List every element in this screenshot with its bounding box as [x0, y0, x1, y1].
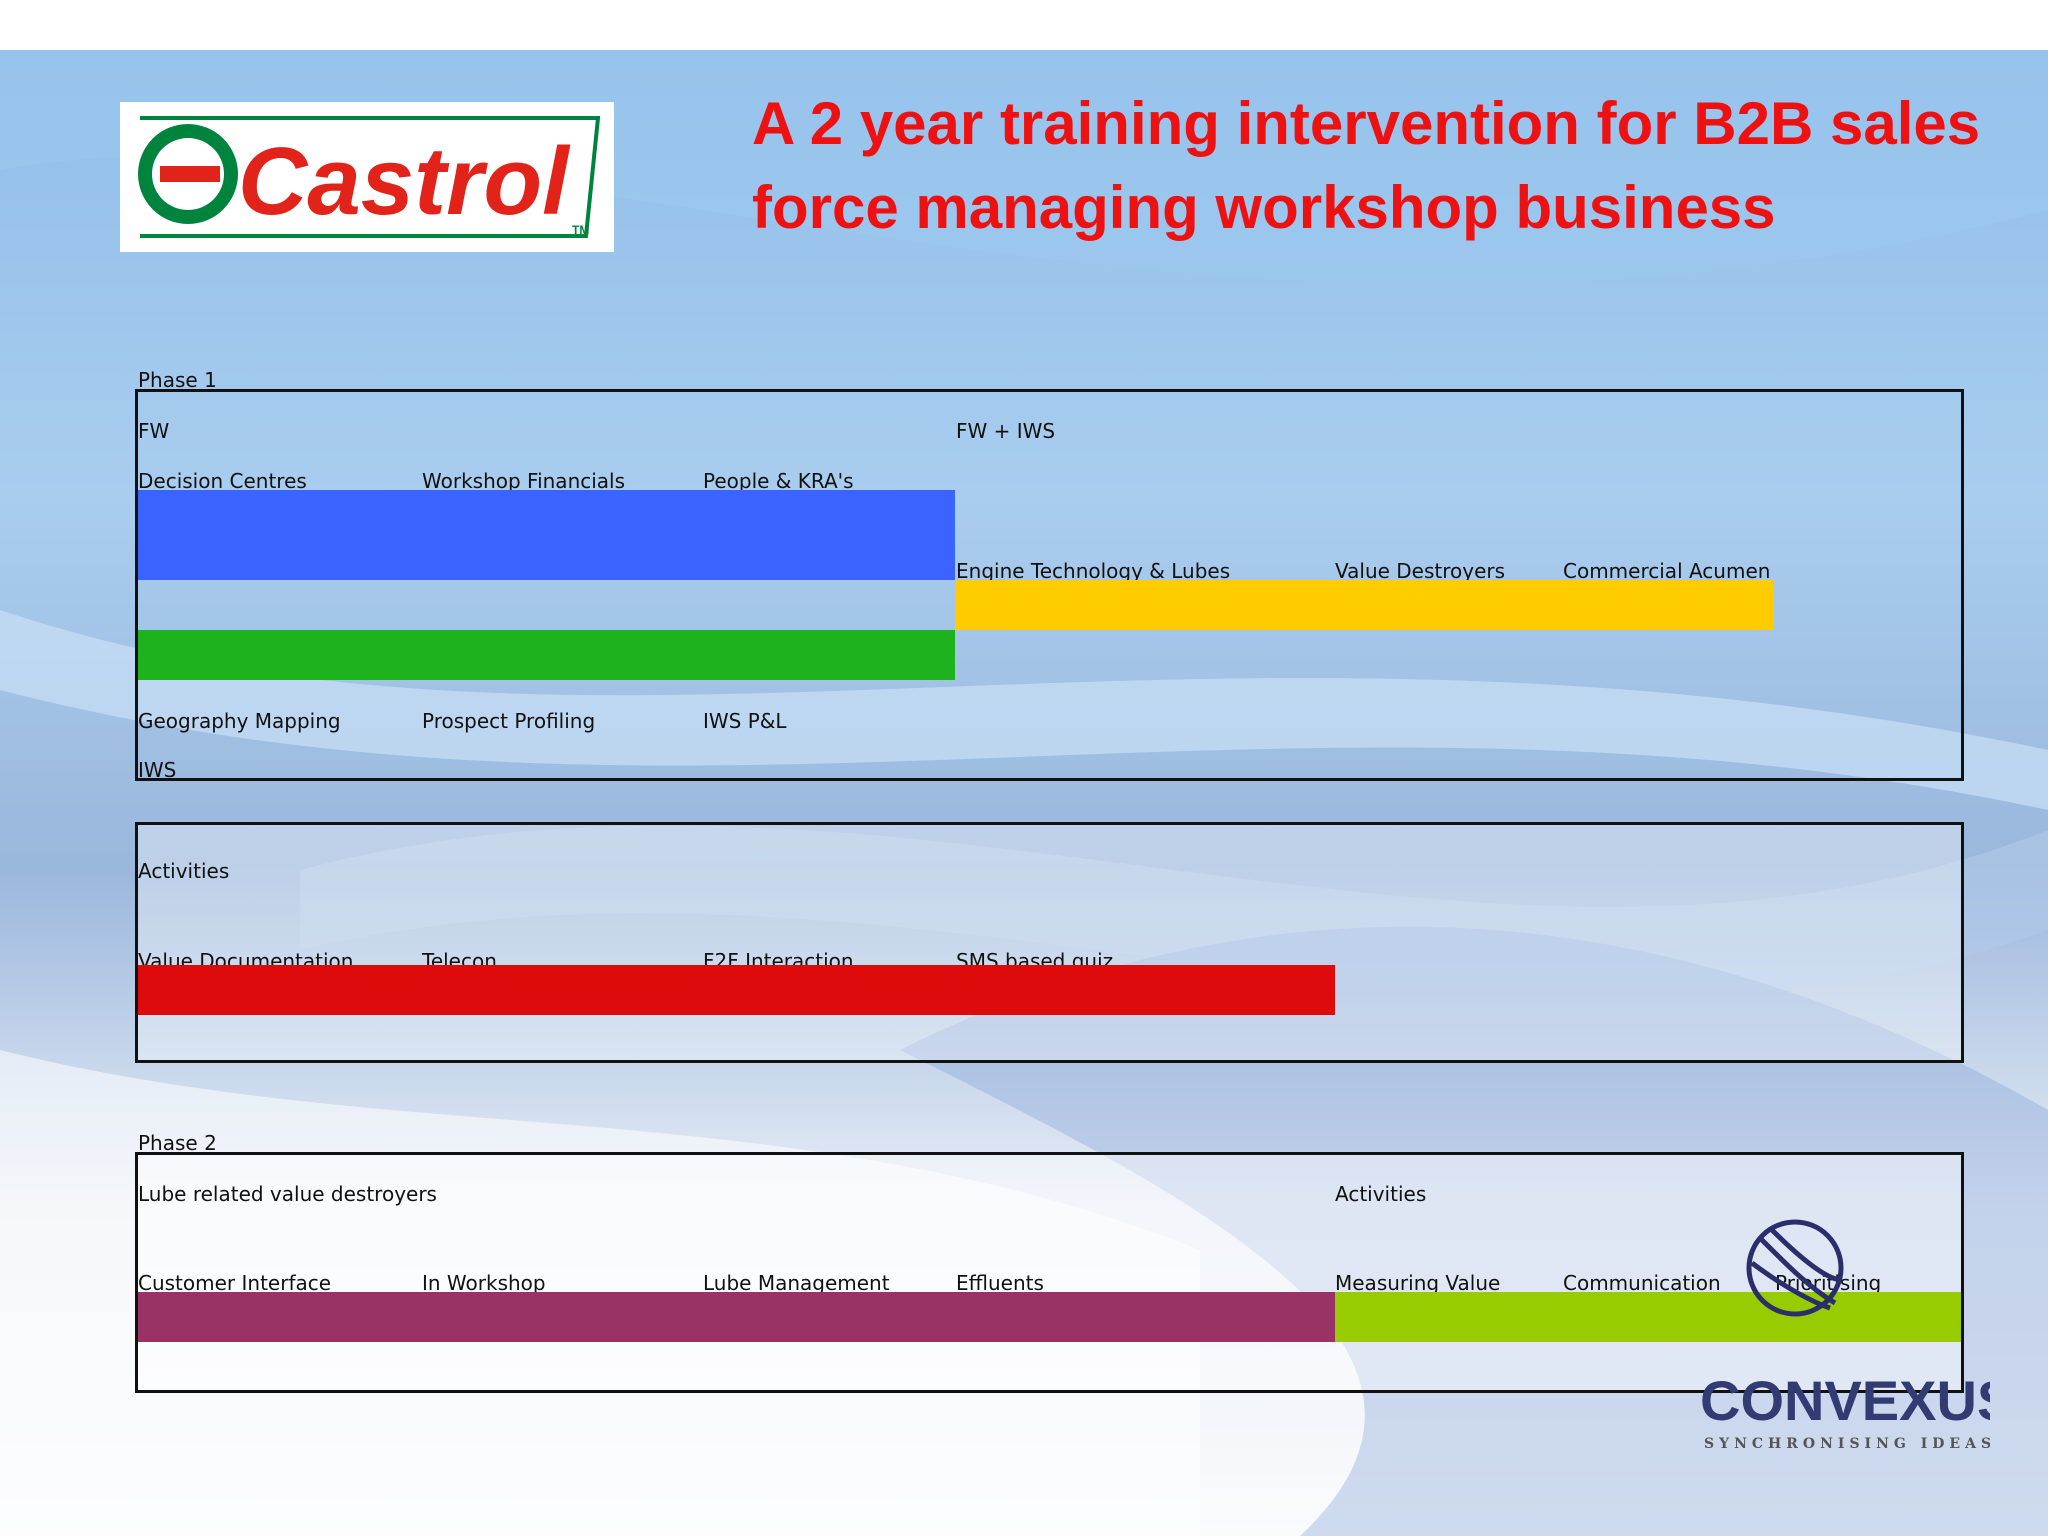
convexus-logo: CONVEXUS SYNCHRONISING IDEAS — [1700, 1219, 1990, 1452]
activities1-bar — [138, 965, 1335, 1015]
phase2-activities-label: Activities — [1335, 1182, 1427, 1206]
fwiws-topic-engine-technology: Engine Technology & Lubes — [956, 559, 1231, 583]
phase2-heading: Phase 2 — [138, 1131, 217, 1155]
lube-topic-in-workshop: In Workshop — [422, 1271, 546, 1295]
fw-topic-decision-centres: Decision Centres — [138, 469, 307, 493]
castrol-logo: Castrol TM — [120, 102, 614, 252]
iws-bar — [138, 630, 955, 680]
phase1-heading: Phase 1 — [138, 368, 217, 392]
iws-topic-prospect-profiling: Prospect Profiling — [422, 709, 596, 733]
phase1-iws-label: IWS — [138, 758, 177, 782]
phase2-activity-communication: Communication — [1563, 1271, 1721, 1295]
logo-tm: TM — [572, 223, 589, 237]
fw-bar — [138, 490, 955, 580]
globe-icon — [1746, 1219, 1844, 1317]
activities1-frame: Activities Value Documentation Telecon F… — [135, 822, 1964, 1063]
phase2-lube-label: Lube related value destroyers — [138, 1182, 437, 1206]
fw-topic-people-kras: People & KRA's — [703, 469, 854, 493]
lube-topic-lube-management: Lube Management — [703, 1271, 890, 1295]
fwiws-topic-commercial-acumen: Commercial Acumen — [1563, 559, 1771, 583]
lube-topic-customer-interface: Customer Interface — [138, 1271, 332, 1295]
convexus-name: CONVEXUS — [1700, 1369, 1990, 1432]
phase2-activities-bar — [1335, 1292, 1961, 1342]
phase1-fw-label: FW — [138, 419, 170, 443]
phase1-fw-iws-label: FW + IWS — [956, 419, 1056, 443]
convexus-tagline: SYNCHRONISING IDEAS — [1704, 1436, 1990, 1452]
lube-bar — [138, 1292, 1335, 1342]
page-title: A 2 year training intervention for B2B s… — [752, 90, 1981, 241]
lube-topic-effluents: Effluents — [956, 1271, 1044, 1295]
fw-topic-workshop-financials: Workshop Financials — [422, 469, 626, 493]
slide: Castrol TM A 2 year training interventio… — [0, 50, 2048, 1536]
phase2-activity-measuring-value: Measuring Value — [1335, 1271, 1501, 1295]
fw-iws-bar — [955, 580, 1773, 630]
phase1-frame: FW FW + IWS Decision Centres Workshop Fi… — [135, 389, 1964, 782]
phase2-frame: Lube related value destroyers Activities… — [135, 1152, 1964, 1393]
logo-text: Castrol — [238, 128, 571, 235]
activities1-heading: Activities — [138, 859, 230, 883]
castrol-logo-graphic: Castrol TM — [138, 116, 601, 238]
iws-topic-geography-mapping: Geography Mapping — [138, 709, 341, 733]
iws-topic-iws-pl: IWS P&L — [703, 709, 787, 733]
fwiws-topic-value-destroyers: Value Destroyers — [1335, 559, 1506, 583]
